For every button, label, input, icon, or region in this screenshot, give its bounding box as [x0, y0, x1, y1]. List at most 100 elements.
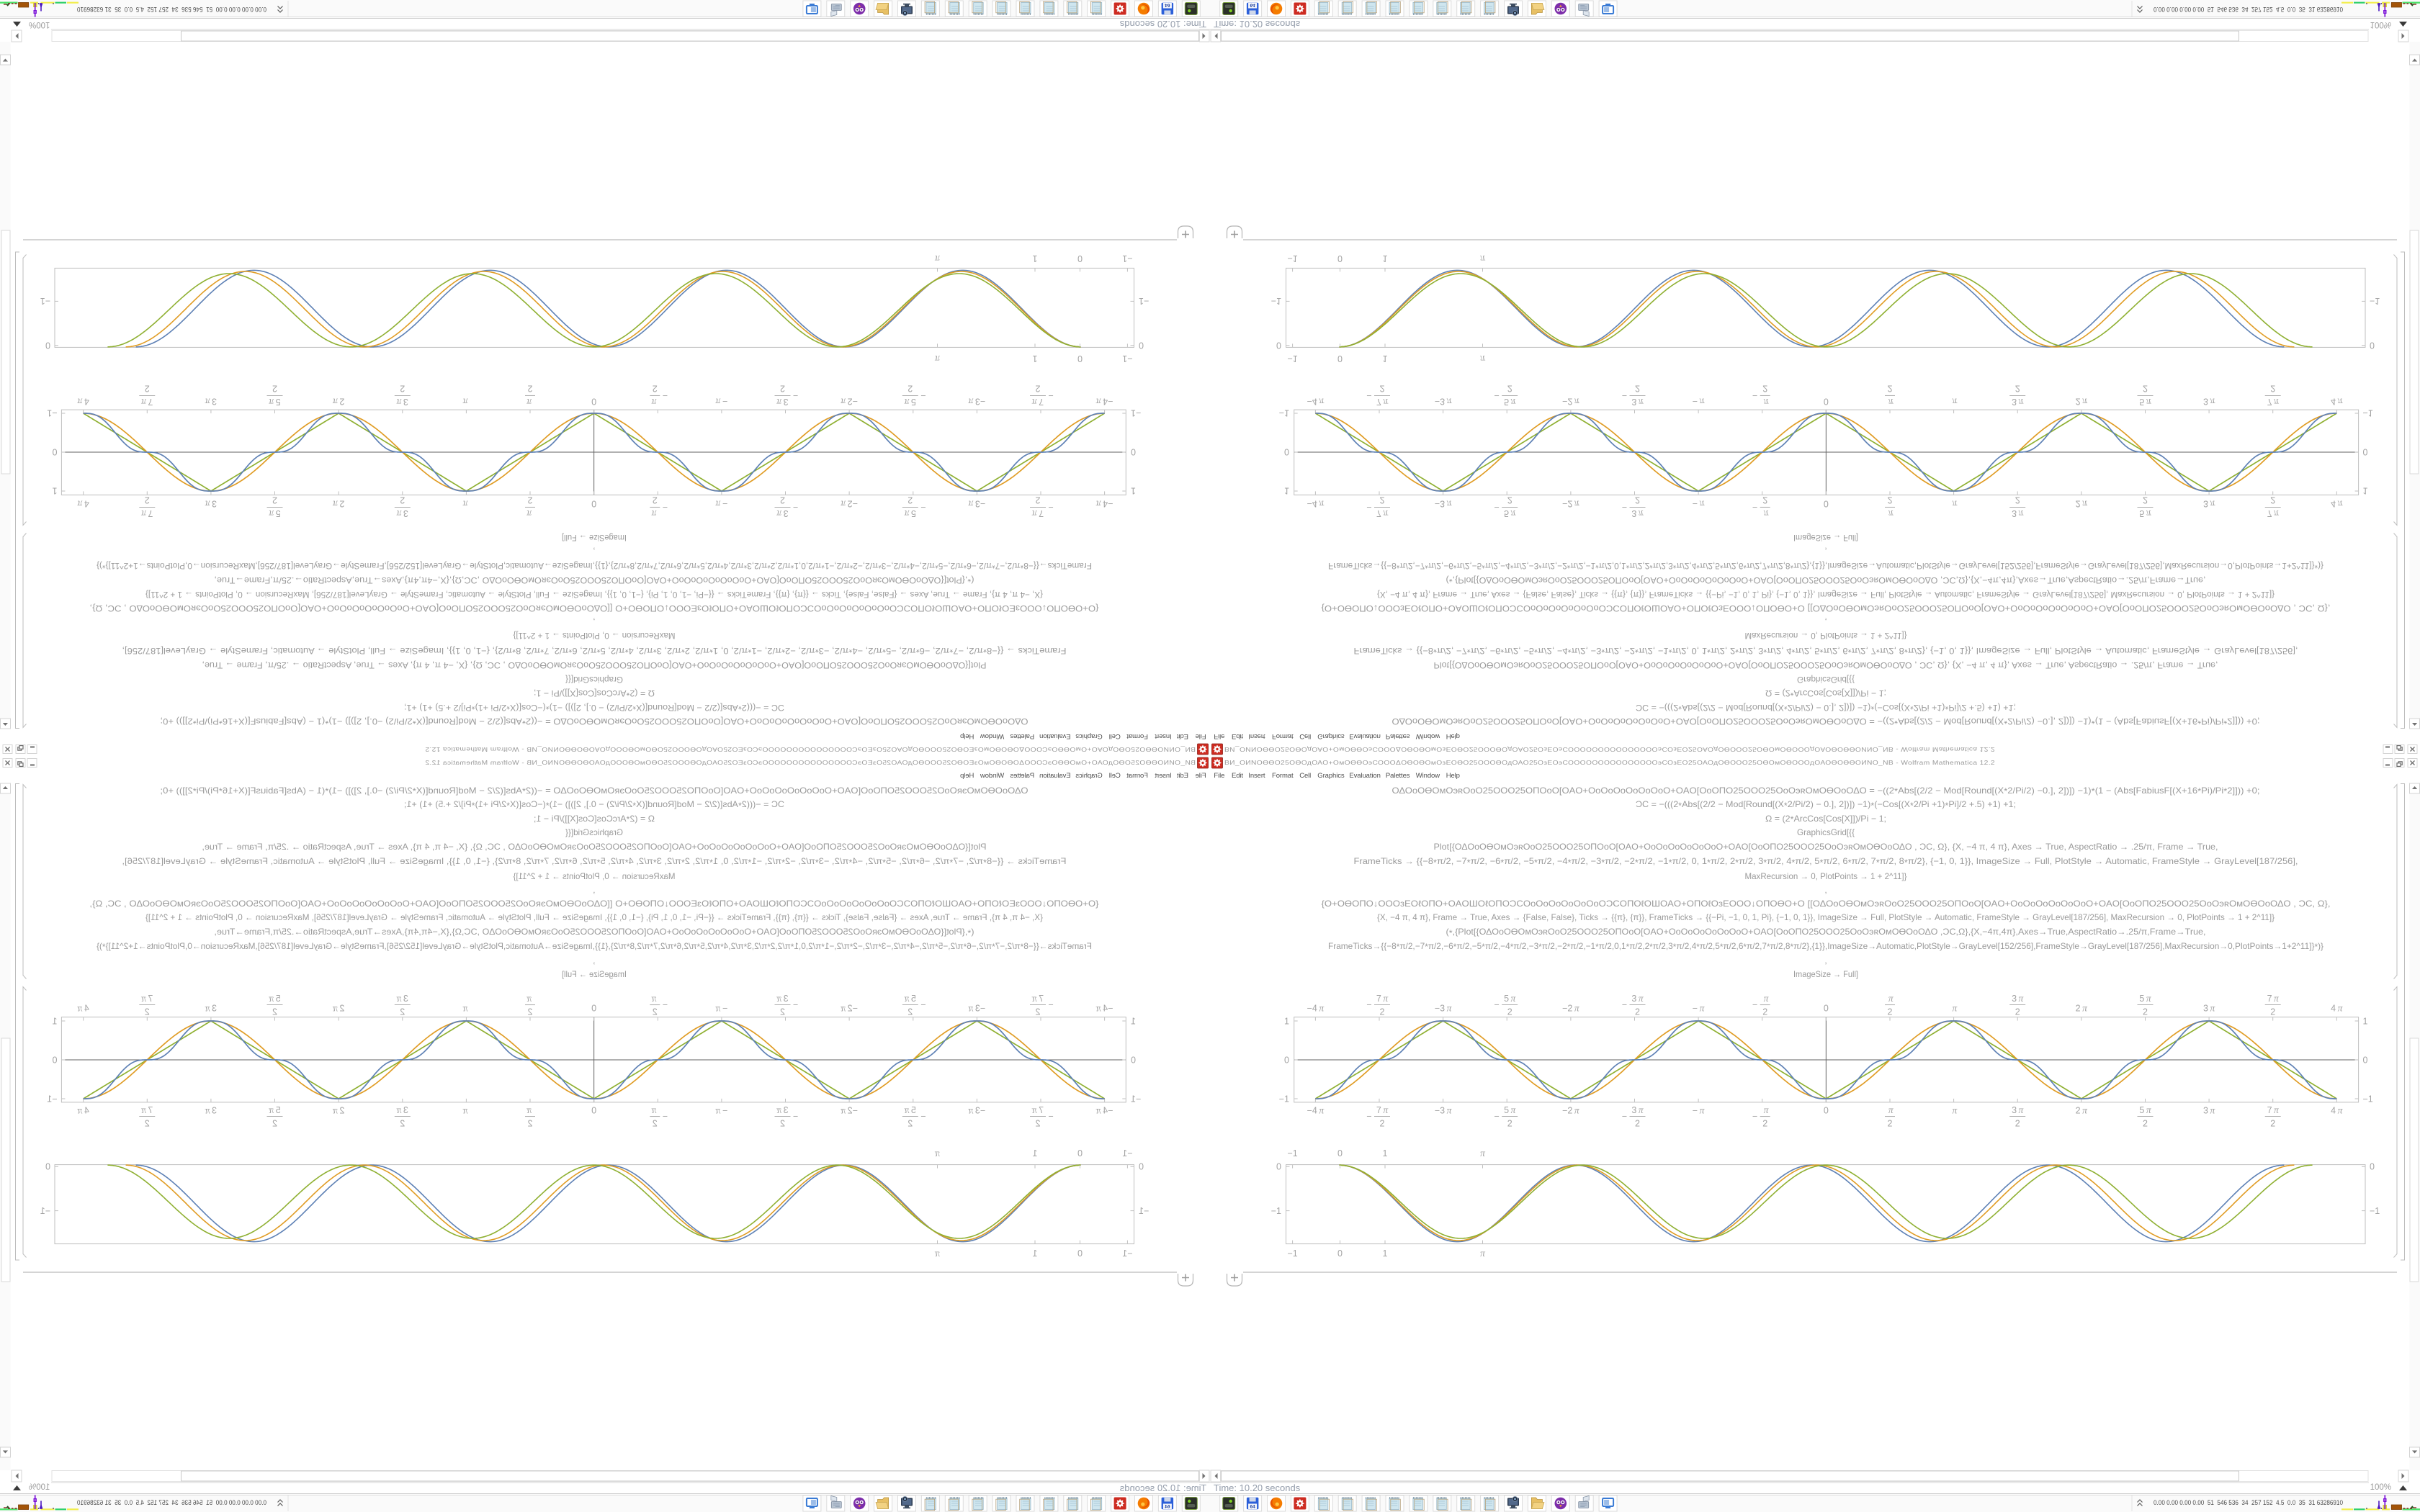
- svg-text:5 π: 5 π: [1504, 508, 1516, 519]
- svg-text:−1: −1: [2370, 296, 2380, 306]
- svg-text:−: −: [1366, 1112, 1371, 1122]
- svg-text:5 π: 5 π: [2139, 397, 2151, 408]
- svg-text:1: 1: [1131, 486, 1136, 496]
- svg-text:−: −: [1752, 1000, 1757, 1010]
- svg-text:7 π: 7 π: [1376, 508, 1389, 519]
- svg-text:−: −: [1366, 390, 1371, 400]
- svg-text:2: 2: [2143, 384, 2148, 394]
- svg-text:π: π: [1480, 1148, 1486, 1158]
- svg-text:2: 2: [1507, 495, 1512, 505]
- svg-text:π: π: [1886, 508, 1894, 519]
- svg-text:2: 2: [1762, 1007, 1767, 1017]
- svg-text:2: 2: [527, 1007, 532, 1017]
- svg-text:0: 0: [1284, 1055, 1289, 1065]
- svg-text:π: π: [1762, 397, 1770, 408]
- svg-text:π: π: [526, 397, 534, 408]
- svg-text:7 π: 7 π: [140, 1104, 153, 1115]
- svg-text:−: −: [793, 1000, 798, 1010]
- svg-text:−: −: [1622, 390, 1627, 400]
- svg-text:0: 0: [1139, 341, 1144, 351]
- svg-text:−2 π: −2 π: [1562, 499, 1580, 510]
- svg-text:0: 0: [1337, 1248, 1343, 1259]
- svg-text:2: 2: [400, 495, 405, 505]
- svg-text:π: π: [526, 1104, 534, 1115]
- svg-text:0: 0: [1077, 354, 1083, 364]
- svg-text:−4 π: −4 π: [1307, 499, 1325, 510]
- svg-text:2: 2: [1380, 384, 1385, 394]
- svg-text:3 π: 3 π: [2203, 499, 2215, 510]
- svg-text:−2 π: −2 π: [840, 1104, 858, 1115]
- svg-text:−: −: [1048, 1000, 1053, 1010]
- svg-text:2: 2: [653, 1119, 658, 1129]
- svg-text:2: 2: [908, 384, 913, 394]
- svg-text:2: 2: [527, 495, 532, 505]
- svg-text:1: 1: [1032, 1148, 1037, 1158]
- svg-text:2 π: 2 π: [2076, 1104, 2088, 1115]
- svg-text:7 π: 7 π: [2267, 1104, 2280, 1115]
- svg-text:π: π: [1762, 993, 1770, 1004]
- svg-text:2: 2: [1635, 1007, 1640, 1017]
- svg-text:−1: −1: [1139, 296, 1149, 306]
- svg-text:−1: −1: [1279, 1094, 1289, 1104]
- svg-text:−: −: [663, 1112, 668, 1122]
- svg-text:0: 0: [1276, 341, 1281, 351]
- svg-text:π: π: [1762, 508, 1770, 519]
- svg-text:1: 1: [1032, 1248, 1037, 1259]
- svg-text:2: 2: [1762, 384, 1767, 394]
- svg-text:0: 0: [591, 499, 596, 509]
- svg-text:−: −: [663, 502, 668, 512]
- svg-text:2: 2: [1888, 495, 1893, 505]
- svg-text:−: −: [1048, 1112, 1053, 1122]
- svg-text:3 π: 3 π: [1631, 1104, 1644, 1115]
- svg-text:64: 64: [1165, 1505, 1170, 1510]
- svg-text:4 π: 4 π: [76, 499, 89, 510]
- svg-text:−: −: [920, 1000, 926, 1010]
- svg-text:3 π: 3 π: [2012, 1104, 2024, 1115]
- svg-text:2 π: 2 π: [2076, 397, 2088, 408]
- svg-text:3 π: 3 π: [2203, 1104, 2215, 1115]
- svg-text:−1: −1: [1287, 1148, 1297, 1158]
- svg-text:2: 2: [780, 495, 785, 505]
- svg-text:π: π: [1950, 499, 1958, 510]
- svg-text:−: −: [663, 1000, 668, 1010]
- svg-text:2: 2: [400, 384, 405, 394]
- svg-text:2 π: 2 π: [332, 499, 344, 510]
- svg-text:2 π: 2 π: [332, 1003, 344, 1014]
- svg-text:− π: − π: [1693, 397, 1706, 408]
- svg-text:−3 π: −3 π: [967, 397, 985, 408]
- svg-text:2: 2: [1380, 1007, 1385, 1017]
- svg-text:3 π: 3 π: [2012, 508, 2024, 519]
- svg-text:3 π: 3 π: [776, 508, 788, 519]
- svg-text:0: 0: [591, 1105, 596, 1115]
- svg-text:π: π: [1950, 397, 1958, 408]
- svg-text:−: −: [920, 502, 926, 512]
- svg-text:0: 0: [53, 447, 58, 457]
- svg-text:−1: −1: [1122, 1148, 1132, 1158]
- svg-text:2: 2: [2143, 495, 2148, 505]
- svg-text:−: −: [1494, 390, 1500, 400]
- svg-text:−: −: [920, 1112, 926, 1122]
- svg-text:3 π: 3 π: [395, 508, 408, 519]
- svg-text:−: −: [1366, 1000, 1371, 1010]
- svg-text:5 π: 5 π: [268, 1104, 280, 1115]
- svg-text:− π: − π: [714, 499, 727, 510]
- svg-text:1: 1: [1032, 354, 1037, 364]
- svg-text:−1: −1: [47, 1094, 57, 1104]
- svg-text:1: 1: [1383, 1148, 1388, 1158]
- svg-text:2: 2: [1635, 384, 1640, 394]
- svg-text:3 π: 3 π: [205, 397, 217, 408]
- svg-text:5 π: 5 π: [2139, 508, 2151, 519]
- svg-text:2: 2: [1762, 495, 1767, 505]
- svg-text:0: 0: [1824, 499, 1829, 509]
- svg-text:7 π: 7 π: [1031, 397, 1044, 408]
- svg-text:5 π: 5 π: [2139, 1104, 2151, 1115]
- svg-text:−2 π: −2 π: [1562, 1003, 1580, 1014]
- svg-text:2: 2: [653, 1007, 658, 1017]
- svg-text:π: π: [1762, 1104, 1770, 1115]
- svg-text:−4 π: −4 π: [1095, 499, 1113, 510]
- svg-text:7 π: 7 π: [2267, 508, 2280, 519]
- svg-text:−: −: [1622, 502, 1627, 512]
- svg-text:4 π: 4 π: [76, 1104, 89, 1115]
- svg-text:−4 π: −4 π: [1307, 1003, 1325, 1014]
- svg-text:2: 2: [2270, 495, 2275, 505]
